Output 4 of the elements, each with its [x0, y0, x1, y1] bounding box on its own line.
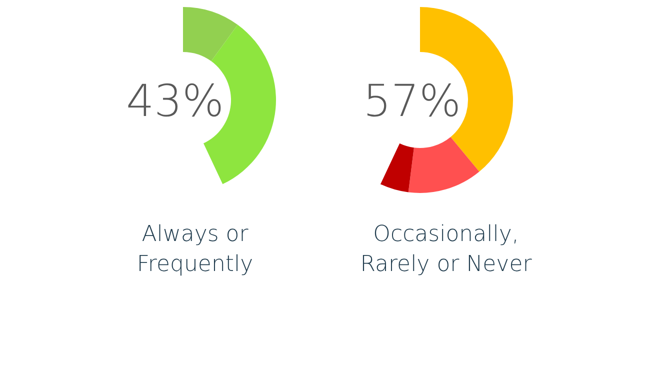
text: Always or Frequently [136, 222, 254, 277]
text: 43% [126, 76, 224, 127]
text: 57% [363, 76, 461, 127]
text: Occasionally, Rarely or Never [360, 222, 533, 277]
